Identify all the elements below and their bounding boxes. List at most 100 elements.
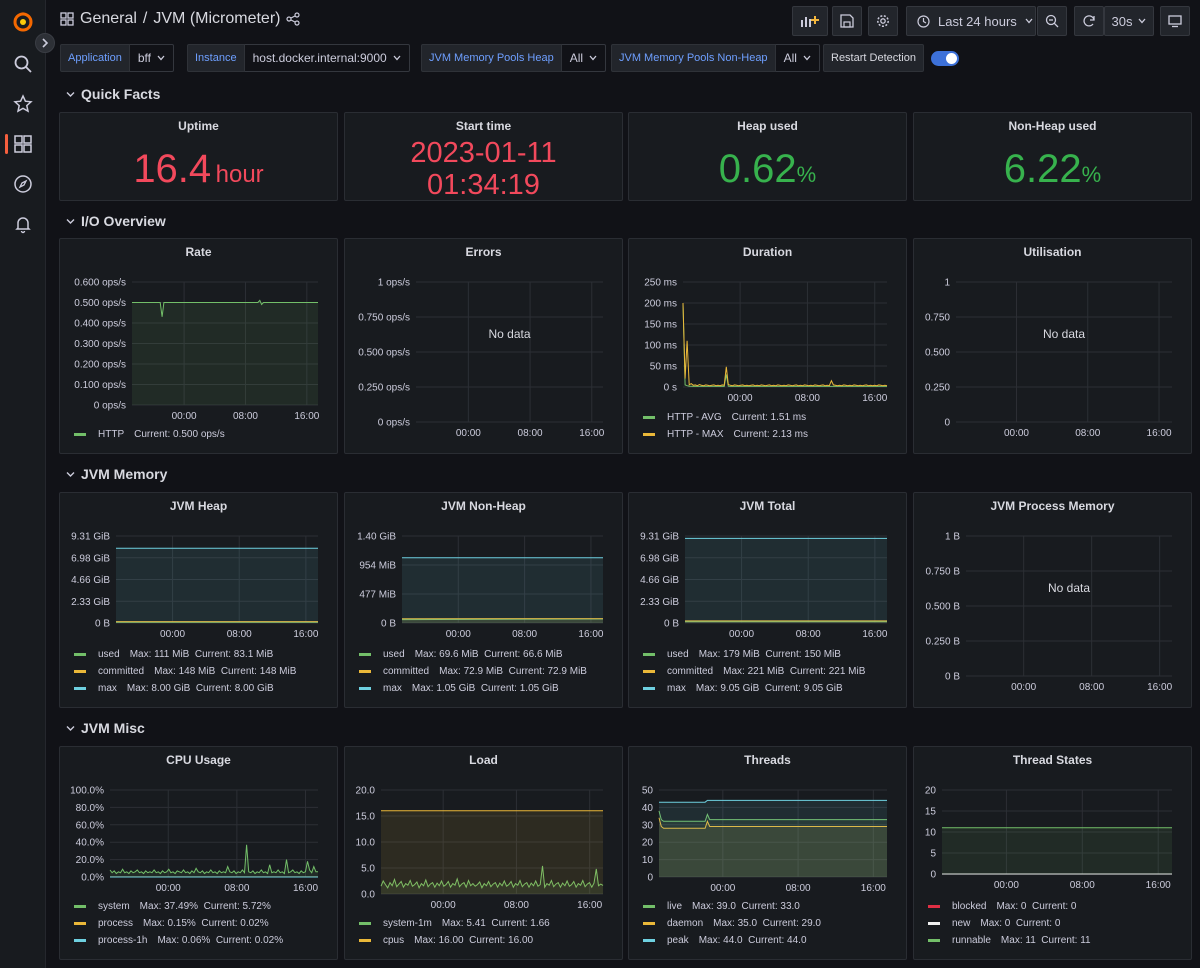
legend-item[interactable]: process-1h Max: 0.06% Current: 0.02%: [74, 932, 283, 949]
legend-item[interactable]: committed Max: 221 MiB Current: 221 MiB: [643, 663, 865, 680]
chevron-down-icon: [803, 55, 811, 61]
legend-item[interactable]: used Max: 69.6 MiB Current: 66.6 MiB: [359, 646, 587, 663]
panel-uptime[interactable]: Uptime 16.4 hour: [59, 112, 338, 201]
legend-swatch: [359, 939, 371, 942]
add-panel-button[interactable]: [792, 6, 828, 36]
star-icon[interactable]: [9, 90, 37, 118]
zoom-out-button[interactable]: [1037, 6, 1067, 36]
y-tick-label: 0.750: [925, 313, 950, 324]
monitor-icon: [1168, 15, 1182, 28]
legend-item[interactable]: daemon Max: 35.0 Current: 29.0: [643, 915, 821, 932]
start-time-value: 2023-01-11 01:34:19: [345, 137, 622, 201]
panel-nonheap-used[interactable]: Non-Heap used 6.22%: [913, 112, 1192, 201]
save-dashboard-button[interactable]: [832, 6, 862, 36]
legend-item[interactable]: max Max: 1.05 GiB Current: 1.05 GiB: [359, 680, 587, 697]
x-tick-label: 16:00: [1146, 880, 1171, 891]
legend-item[interactable]: blocked Max: 0 Current: 0: [928, 898, 1091, 915]
legend-values: Max: 0 Current: 0: [980, 918, 1061, 929]
legend-item[interactable]: max Max: 8.00 GiB Current: 8.00 GiB: [74, 680, 296, 697]
dashboards-icon[interactable]: [9, 130, 37, 158]
panel-load[interactable]: Load 20.0 15.0 10.0 5.0 0.0 00:00 08:00 16:00 sys…: [344, 746, 623, 960]
variable-application: Application bff: [60, 44, 174, 72]
legend-item[interactable]: committed Max: 148 MiB Current: 148 MiB: [74, 663, 296, 680]
legend-item[interactable]: HTTP - AVG Current: 1.51 ms: [643, 409, 808, 426]
y-tick-label: 0.100 ops/s: [74, 380, 126, 391]
panel-jvm-heap[interactable]: JVM Heap 9.31 GiB 6.98 GiB 4.66 GiB 2.33 GiB…: [59, 492, 338, 708]
legend-item[interactable]: HTTP - MAX Current: 2.13 ms: [643, 426, 808, 443]
legend-series-name: live: [667, 901, 683, 912]
row-jvm-misc[interactable]: JVM Misc: [66, 720, 145, 736]
legend-values: Max: 39.0 Current: 33.0: [692, 901, 800, 912]
variable-nonheap-pools-select[interactable]: All: [775, 44, 820, 72]
refresh-interval-picker[interactable]: 30s: [1104, 6, 1154, 36]
panel-jvm-nonheap[interactable]: JVM Non-Heap 1.40 GiB 954 MiB 477 MiB 0 B 00:…: [344, 492, 623, 708]
legend-item[interactable]: used Max: 111 MiB Current: 83.1 MiB: [74, 646, 296, 663]
breadcrumb-folder[interactable]: General: [80, 10, 137, 27]
grafana-logo-icon[interactable]: [9, 8, 37, 36]
bell-icon[interactable]: [9, 210, 37, 238]
restart-detection-toggle[interactable]: [924, 44, 966, 72]
legend: HTTP - AVG Current: 1.51 ms HTTP - MAX Curr…: [643, 409, 808, 443]
y-tick-label: 0 s: [664, 383, 677, 394]
series-area-max: [685, 538, 887, 623]
legend-item[interactable]: HTTP Current: 0.500 ops/s: [74, 426, 225, 443]
legend-item[interactable]: new Max: 0 Current: 0: [928, 915, 1091, 932]
legend-item[interactable]: system Max: 37.49% Current: 5.72%: [74, 898, 283, 915]
panel-errors[interactable]: Errors 1 ops/s 0.750 ops/s 0.500 ops/s 0.250…: [344, 238, 623, 454]
y-tick-label: 150 ms: [644, 320, 677, 331]
legend-item[interactable]: cpus Max: 16.00 Current: 16.00: [359, 932, 550, 949]
row-io-overview[interactable]: I/O Overview: [66, 213, 166, 229]
x-tick-label: 08:00: [795, 393, 820, 404]
series-line-http: [132, 299, 318, 317]
time-range-picker[interactable]: Last 24 hours: [906, 6, 1036, 36]
panel-jvm-total[interactable]: JVM Total 9.31 GiB 6.98 GiB 4.66 GiB 2.33 Gi…: [628, 492, 907, 708]
panel-thread-states[interactable]: Thread States 20 15 10 5 0 00:00 08:00 16:00 bloc…: [913, 746, 1192, 960]
row-jvm-memory[interactable]: JVM Memory: [66, 466, 167, 482]
panel-duration[interactable]: Duration 250 ms 200 ms 150 ms 100 ms 50 ms 0 s…: [628, 238, 907, 454]
row-quick-facts[interactable]: Quick Facts: [66, 86, 160, 102]
y-tick-label: 0.400 ops/s: [74, 319, 126, 330]
legend-item[interactable]: peak Max: 44.0 Current: 44.0: [643, 932, 821, 949]
panel-utilisation[interactable]: Utilisation 1 0.750 0.500 0.250 0 00:00 08:00 16…: [913, 238, 1192, 454]
legend-item[interactable]: live Max: 39.0 Current: 33.0: [643, 898, 821, 915]
y-tick-label: 5.0: [361, 864, 375, 875]
panel-cpu-usage[interactable]: CPU Usage 100.0% 80.0% 60.0% 40.0% 20.0% 0.0% 0…: [59, 746, 338, 960]
variable-heap-pools: JVM Memory Pools Heap All: [421, 44, 607, 72]
chevron-down-icon: [66, 91, 75, 97]
x-tick-label: 00:00: [431, 900, 456, 911]
panel-heap-used[interactable]: Heap used 0.62%: [628, 112, 907, 201]
variable-instance-select[interactable]: host.docker.internal:9000: [244, 44, 410, 72]
x-tick-label: 00:00: [156, 883, 181, 894]
legend-item[interactable]: process Max: 0.15% Current: 0.02%: [74, 915, 283, 932]
cycle-view-mode-button[interactable]: [1160, 6, 1190, 36]
compass-icon[interactable]: [9, 170, 37, 198]
y-tick-label: 0.500 B: [926, 602, 961, 613]
refresh-button[interactable]: [1074, 6, 1104, 36]
legend-item[interactable]: committed Max: 72.9 MiB Current: 72.9 MiB: [359, 663, 587, 680]
panel-start-time[interactable]: Start time 2023-01-11 01:34:19: [344, 112, 623, 201]
variable-application-select[interactable]: bff: [129, 44, 174, 72]
search-icon[interactable]: [9, 50, 37, 78]
legend-item[interactable]: system-1m Max: 5.41 Current: 1.66: [359, 915, 550, 932]
panel-rate[interactable]: Rate 0.600 ops/s 0.500 ops/s 0.400 ops/s 0.3…: [59, 238, 338, 454]
start-time-date: 2023-01-11: [410, 137, 557, 169]
y-tick-label: 9.31 GiB: [71, 532, 110, 543]
variable-heap-pools-select[interactable]: All: [561, 44, 607, 72]
legend-item[interactable]: max Max: 9.05 GiB Current: 9.05 GiB: [643, 680, 865, 697]
legend-item[interactable]: used Max: 179 MiB Current: 150 MiB: [643, 646, 865, 663]
dashboard-title[interactable]: JVM (Micrometer): [153, 10, 281, 27]
expand-sidebar-button[interactable]: [35, 33, 55, 53]
share-icon[interactable]: [286, 12, 301, 26]
chart-rate: 0.600 ops/s 0.500 ops/s 0.400 ops/s 0.300 o…: [74, 278, 320, 423]
legend-values: Max: 0 Current: 0: [996, 901, 1077, 912]
panel-jvm-process-memory[interactable]: JVM Process Memory 1 B 0.750 B 0.500 B 0.250…: [913, 492, 1192, 708]
y-tick-label: 80.0%: [76, 803, 104, 814]
heap-used-unit: %: [796, 162, 817, 187]
legend-item[interactable]: runnable Max: 11 Current: 11: [928, 932, 1091, 949]
legend-swatch: [74, 922, 86, 925]
legend-swatch: [643, 939, 655, 942]
panel-threads[interactable]: Threads 50 40 30 20 10 0 00:00 08:00 16:00 live Max…: [628, 746, 907, 960]
dashboard-settings-button[interactable]: [868, 6, 898, 36]
dashboards-grid-icon: [60, 12, 74, 26]
uptime-number: 16.4: [133, 147, 212, 191]
